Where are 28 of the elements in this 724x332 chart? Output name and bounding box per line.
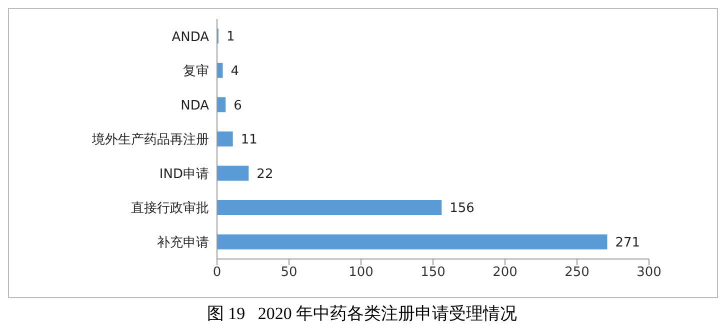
x-tick-label: 300: [636, 265, 662, 280]
bar: [217, 131, 233, 146]
data-label: 1: [226, 30, 235, 45]
y-tick-label: 补充申请: [157, 235, 209, 250]
data-label: 4: [230, 64, 240, 79]
data-label: 22: [256, 166, 274, 182]
bar: [217, 234, 608, 250]
x-tick-label: 250: [564, 265, 590, 280]
data-label: 6: [234, 98, 242, 114]
bar: [217, 97, 226, 112]
y-tick-label: 复审: [183, 63, 209, 80]
x-tick-label: 200: [492, 265, 518, 280]
x-tick-label: 50: [280, 265, 298, 280]
x-tick-label: 150: [420, 265, 446, 280]
bar: [217, 166, 249, 181]
data-label: 11: [240, 132, 258, 148]
y-tick-label: 直接行政审批: [131, 200, 209, 216]
y-tick-label: ANDA: [172, 30, 210, 45]
data-label: 156: [450, 201, 474, 216]
y-tick-label: 境外生产药品再注册: [91, 132, 209, 148]
x-tick-label: 100: [348, 265, 374, 280]
y-tick-label: IND申请: [159, 166, 209, 182]
data-label: 271: [615, 235, 640, 250]
bar: [217, 62, 223, 78]
bar: [217, 200, 442, 216]
y-tick-label: NDA: [180, 98, 210, 114]
x-tick-label: 0: [212, 265, 222, 280]
text: 图 19 2020 年中药各类注册申请受理情况: [206, 303, 518, 325]
